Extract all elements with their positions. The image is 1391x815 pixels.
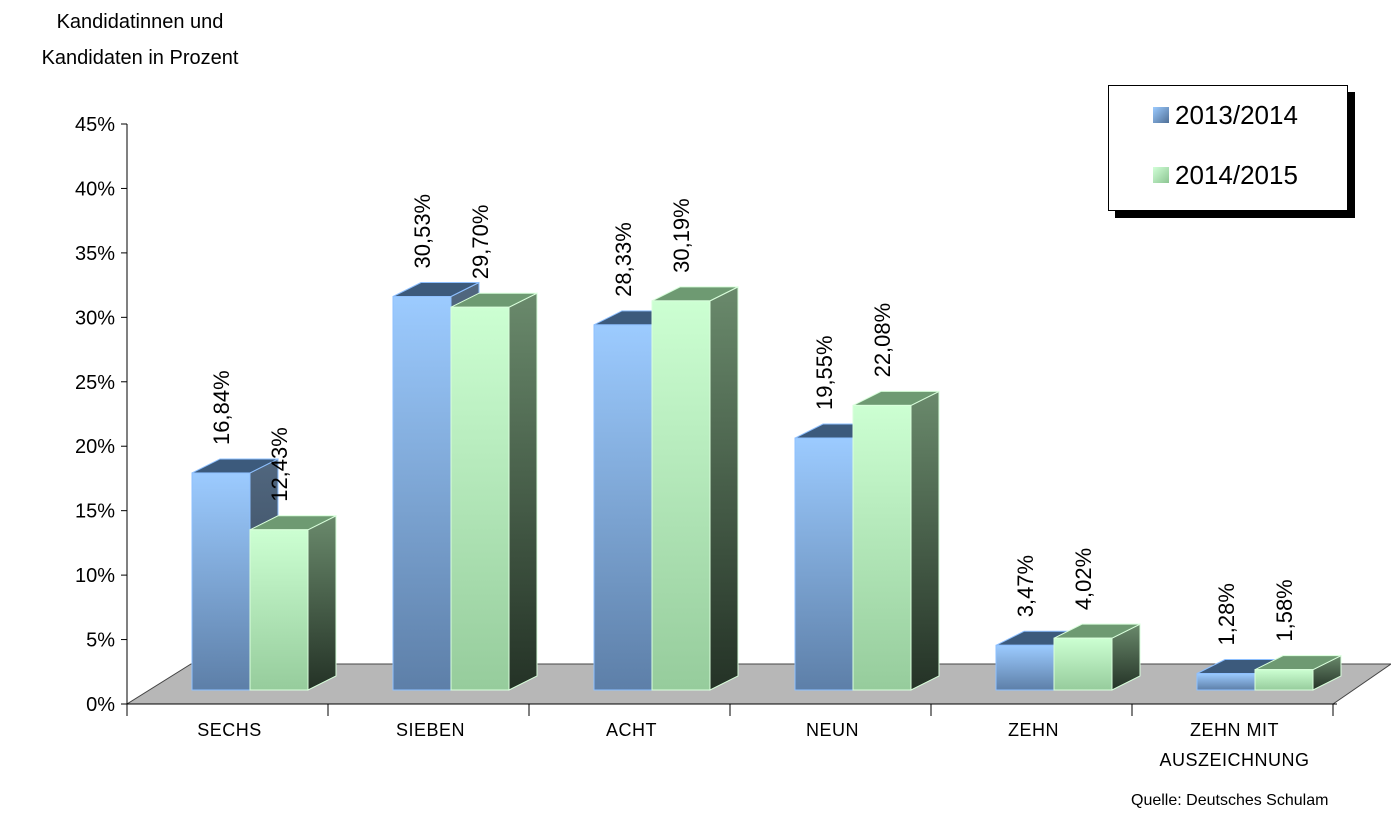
data-label: 4,02%: [1071, 548, 1096, 610]
bar-side: [709, 286, 739, 691]
bar-series-2: [852, 390, 940, 691]
x-tick-label: ZEHN MIT: [1190, 720, 1279, 740]
y-tick-label: 30%: [75, 307, 115, 329]
data-label: 22,08%: [870, 303, 895, 378]
data-label: 12,43%: [267, 427, 292, 502]
bar-front: [249, 529, 309, 691]
bar-front: [1196, 673, 1256, 691]
bar-front: [392, 296, 452, 691]
x-tick-label: SIEBEN: [396, 720, 465, 740]
bar-front: [1053, 637, 1113, 691]
y-tick-label: 10%: [75, 565, 115, 587]
bar-front: [593, 324, 653, 691]
y-tick-label: 5%: [86, 630, 115, 652]
y-tick-label: 0%: [86, 694, 115, 716]
y-tick-label: 35%: [75, 243, 115, 265]
x-tick-label: NEUN: [806, 720, 859, 740]
bar-side: [307, 514, 337, 691]
data-label: 16,84%: [209, 370, 234, 445]
axes: 0% 5% 10% 15% 20% 25% 30% 35% 40% 45% SECHS SIEBEN A…: [75, 114, 1337, 770]
bar-front: [995, 644, 1055, 691]
legend-item-series-2: 2014/2015: [1153, 160, 1298, 190]
bar-side: [508, 292, 538, 691]
data-label: 19,55%: [812, 335, 837, 410]
data-label: 1,28%: [1214, 583, 1239, 645]
x-tick-label: SECHS: [197, 720, 262, 740]
x-tick-label: AUSZEICHNUNG: [1159, 750, 1309, 770]
bar-front: [191, 472, 251, 691]
bar-series-2: [249, 514, 337, 691]
x-tick-label: ACHT: [606, 720, 657, 740]
data-labels: 16,84% 12,43% 30,53% 29,70% 28,33% 30,19% 19,5…: [209, 194, 1297, 646]
data-label: 29,70%: [468, 205, 493, 280]
data-label: 3,47%: [1013, 555, 1038, 617]
bar-side: [910, 390, 940, 691]
bar-series-2: [450, 292, 538, 691]
bar-front: [794, 437, 854, 691]
y-tick-label: 25%: [75, 372, 115, 394]
bar-front: [852, 404, 912, 691]
legend-label-series-2: 2014/2015: [1175, 160, 1298, 190]
bar-front: [450, 306, 510, 691]
legend-swatch-green: [1153, 167, 1169, 183]
y-tick-label: 20%: [75, 436, 115, 458]
data-label: 1,58%: [1272, 579, 1297, 641]
legend: 2013/2014 2014/2015: [1108, 85, 1348, 211]
legend-swatch-blue: [1153, 107, 1169, 123]
y-axis-title-line-2: Kandidaten in Prozent: [41, 47, 239, 69]
y-axis-title-line-1: Kandidatinnen und: [56, 11, 224, 33]
x-tick-label: ZEHN: [1008, 720, 1059, 740]
legend-item-series-1: 2013/2014: [1153, 100, 1298, 130]
bar-front: [1254, 669, 1314, 691]
bar-series-2: [1053, 623, 1141, 691]
bar-series-2: [651, 286, 739, 691]
data-label: 30,19%: [669, 198, 694, 273]
bar-series-2: [1254, 654, 1342, 691]
y-tick-label: 45%: [75, 114, 115, 136]
data-label: 28,33%: [611, 222, 636, 297]
source-note: Quelle: Deutsches Schulam: [1131, 792, 1329, 809]
legend-label-series-1: 2013/2014: [1175, 100, 1298, 130]
bars: [191, 281, 1342, 691]
y-tick-label: 15%: [75, 501, 115, 523]
bar-front: [651, 300, 711, 691]
y-tick-label: 40%: [75, 178, 115, 200]
data-label: 30,53%: [410, 194, 435, 269]
